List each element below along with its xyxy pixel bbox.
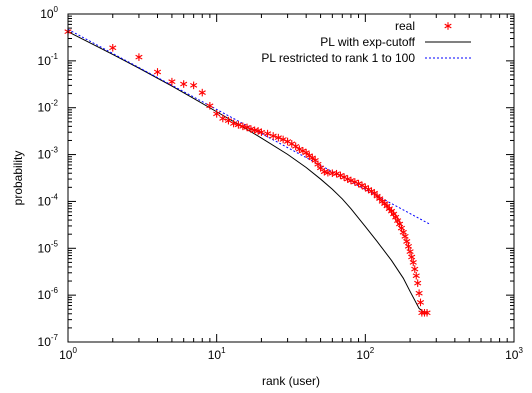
data-point [274,133,282,142]
data-point [292,142,300,151]
data-point [415,289,423,298]
data-point [416,298,425,307]
data-point [409,258,417,267]
plot-frame [67,13,515,343]
data-point [263,129,272,138]
y-tick-label: 10-5 [38,239,59,255]
data-point [190,81,198,90]
data-point [269,132,277,140]
y-tick-label: 10-3 [38,146,59,162]
data-point [423,308,431,317]
data-point [239,122,247,131]
data-point [213,110,221,118]
legend-label-real: real [395,19,415,33]
x-tick-label: 100 [59,346,77,362]
x-axis-label: rank (user) [262,374,320,388]
data-point [401,232,409,241]
legend-label-pl-exp-cutoff: PL with exp-cutoff [320,35,415,49]
data-point [317,164,325,172]
series-layer [64,27,431,317]
data-point [135,53,143,61]
y-tick-label: 10-2 [38,99,59,115]
data-point [406,247,414,256]
legend: real PL with exp-cutoff PL restricted to… [261,19,471,65]
data-point [288,139,296,148]
y-tick-label: 100 [40,5,58,21]
data-point [153,68,162,76]
data-point [408,253,416,261]
legend-label-pl-restricted: PL restricted to rank 1 to 100 [261,51,415,65]
data-point [168,77,176,86]
data-point [403,237,411,246]
ticks-layer: 100 101 102 103 100 10-1 10-2 10-3 10-4 10-5 10-6 1… [38,5,524,362]
data-point [109,43,117,52]
y-tick-label: 10-4 [38,192,59,208]
data-point [412,271,420,280]
y-tick-label: 10-6 [38,286,59,302]
y-tick-label: 10-7 [38,333,59,349]
data-point [411,265,419,273]
y-tick-label: 10-1 [38,52,59,68]
data-point [308,154,316,162]
data-point [404,242,413,251]
series-line-1 [67,31,428,315]
legend-swatch-real [444,22,452,30]
data-point [206,101,214,110]
data-point [180,80,188,88]
data-point [230,119,238,128]
legend-marker-real [444,22,452,30]
data-point [257,128,265,137]
x-tick-label: 101 [208,346,226,362]
data-point [247,125,255,133]
y-axis-label: probability [11,151,25,206]
data-point [414,279,422,287]
data-point [347,176,355,185]
x-tick-label: 103 [505,346,523,362]
data-point [224,116,233,125]
data-point [302,148,310,157]
data-point [234,121,242,129]
x-tick-label: 102 [356,346,374,362]
data-point [198,88,206,97]
data-point [219,114,227,123]
